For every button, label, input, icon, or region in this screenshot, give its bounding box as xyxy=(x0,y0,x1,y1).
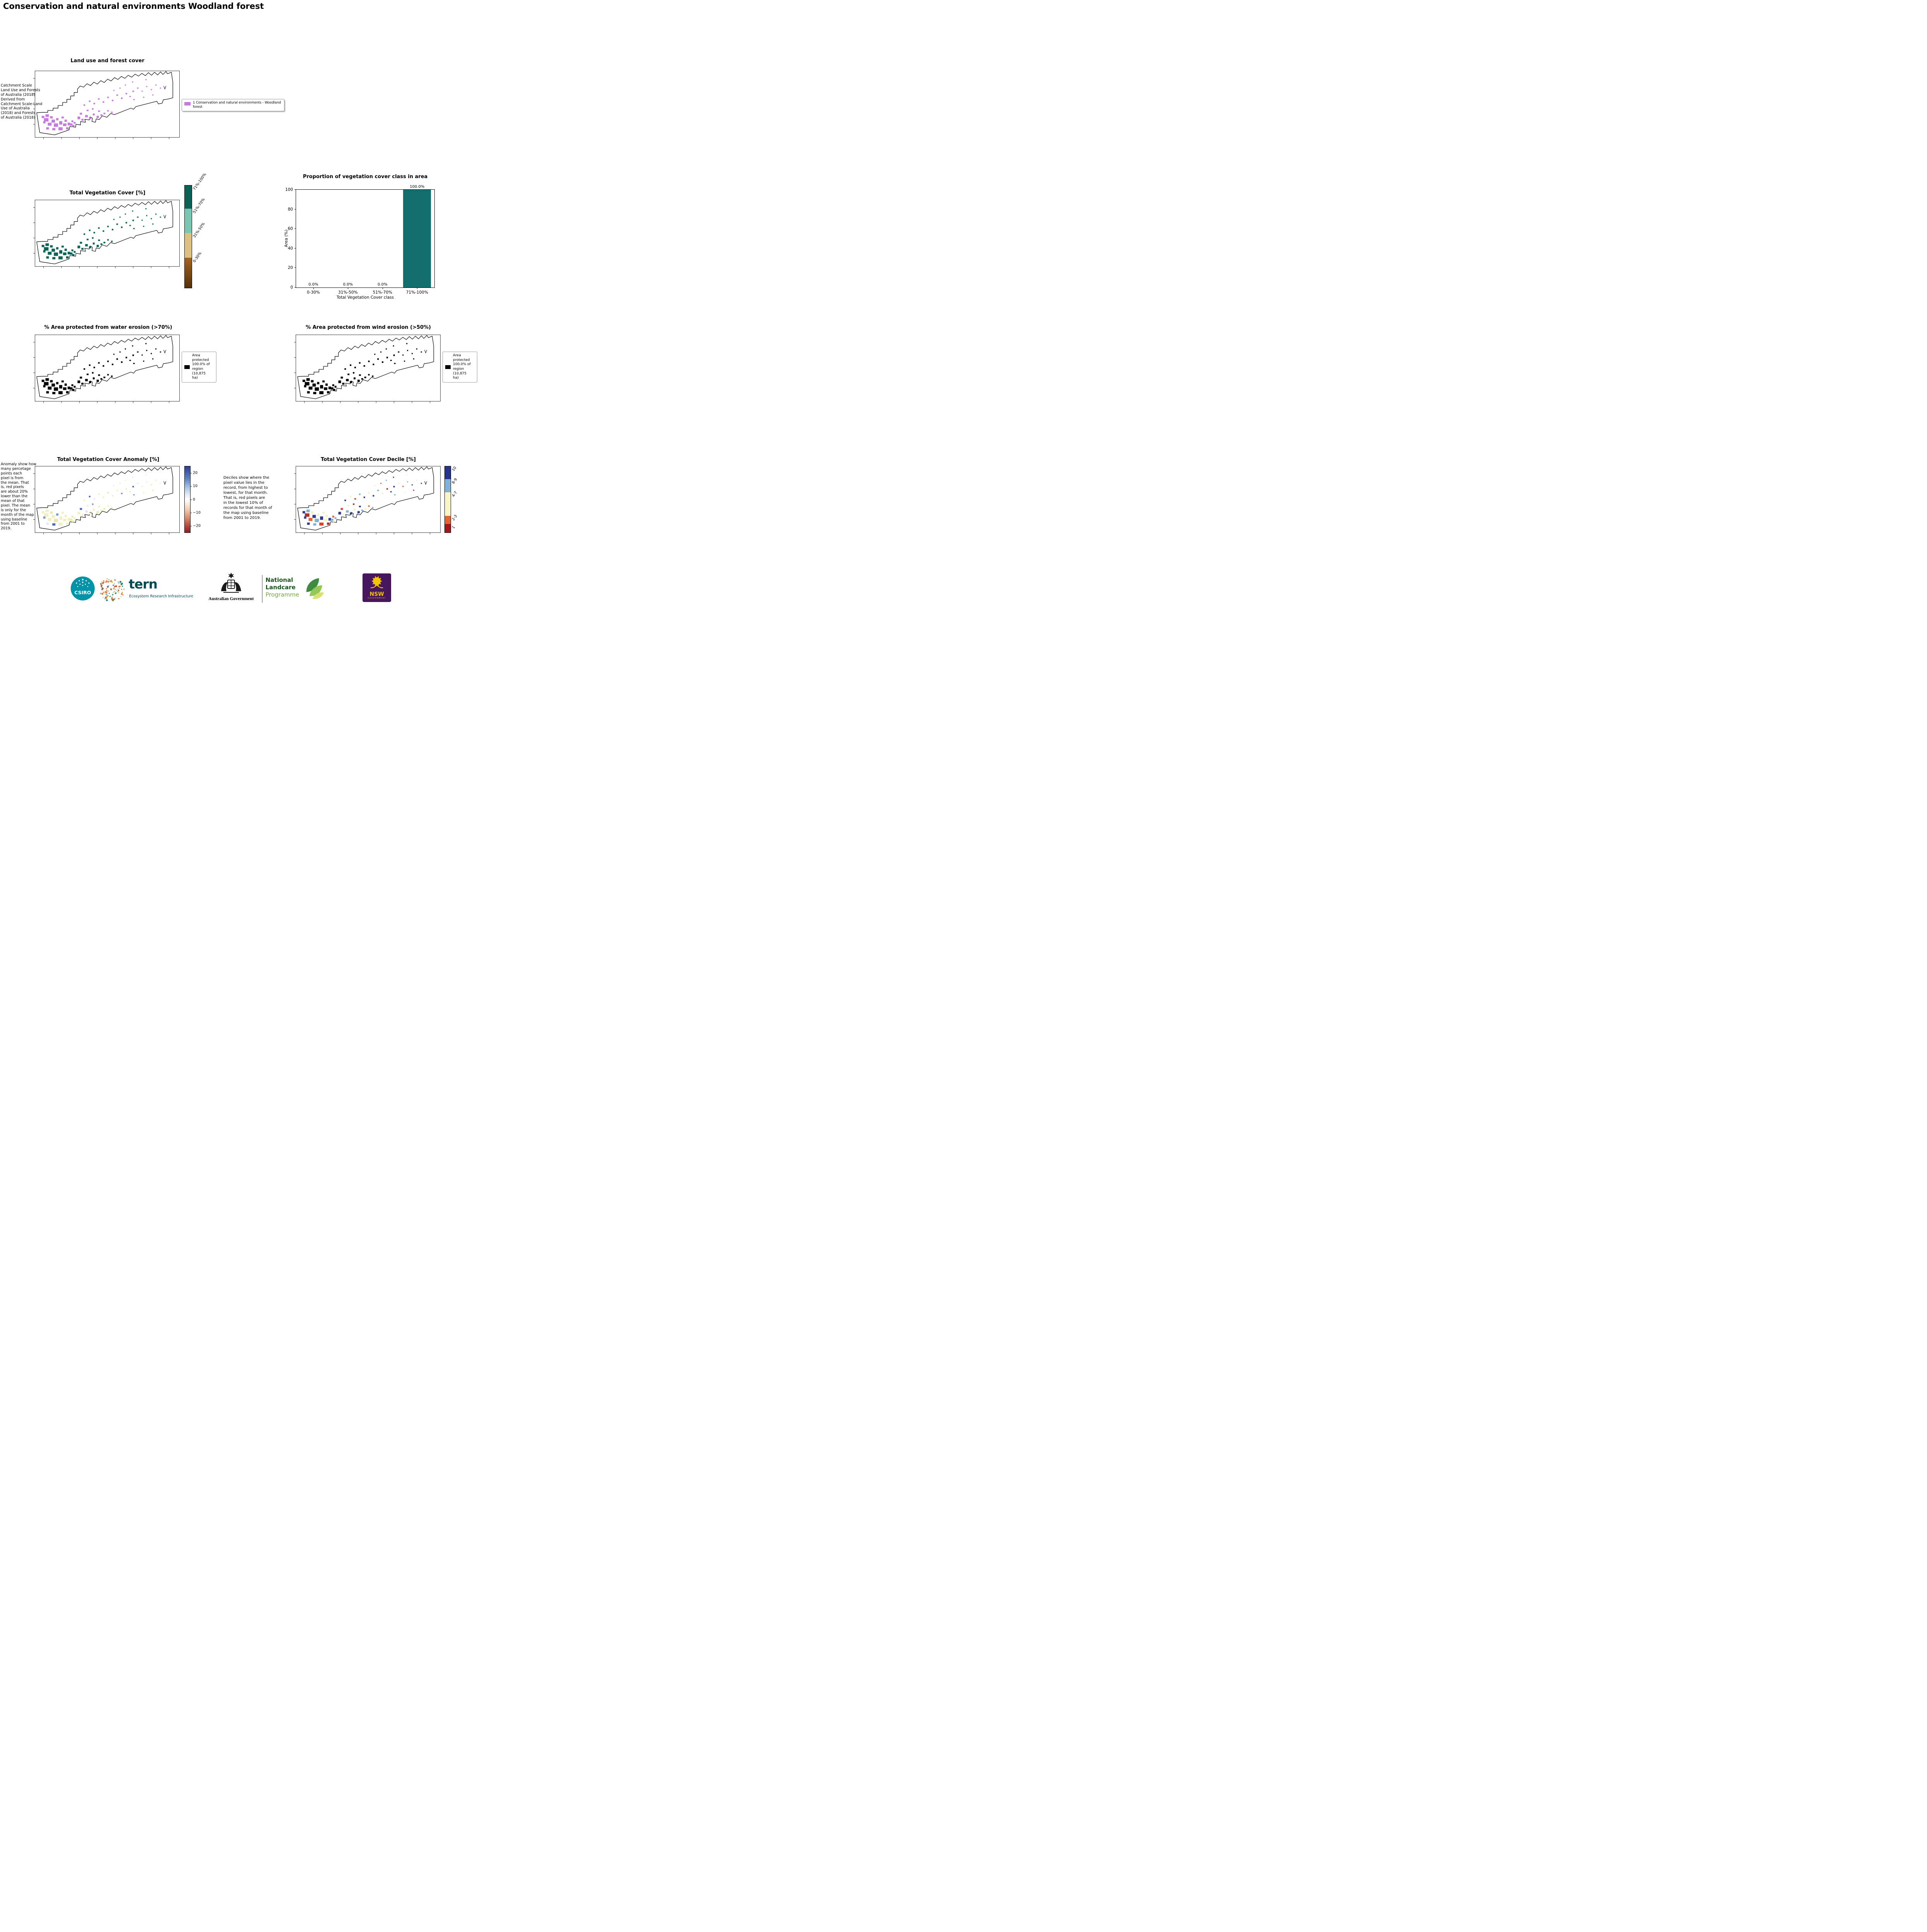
bar-value-label: 100.0% xyxy=(410,185,425,189)
anomaly-note: Anomaly show how many percetage points e… xyxy=(1,462,36,531)
bar-71%-100% xyxy=(403,190,431,287)
nlp-landcare: Landcare xyxy=(266,583,296,591)
colorbar-segment-label: 51%-70% xyxy=(192,197,206,214)
nlp-national: National xyxy=(266,577,293,583)
y-tick-label: 60 xyxy=(288,226,293,231)
colorbar-segment: 10 xyxy=(445,466,457,480)
nsw-wordmark: NSW xyxy=(369,591,384,597)
colorbar-segment-label: 71%-100% xyxy=(192,172,208,191)
y-tick-label: 20 xyxy=(288,265,293,270)
nsw-government-text: GOVERNMENT xyxy=(368,597,386,599)
csiro-wordmark: CSIRO xyxy=(74,590,91,595)
national-landcare-wordmark: National Landcare Programme xyxy=(266,577,299,598)
colorbar-segment-label: 8-9 xyxy=(451,477,458,485)
land-use-legend: 1 Conservation and natural environments … xyxy=(182,99,284,112)
land-use-title: Land use and forest cover xyxy=(70,58,145,64)
y-tickmark xyxy=(294,189,296,190)
water-erosion-legend-swatch xyxy=(184,365,190,369)
report-page: Conservation and natural environments Wo… xyxy=(0,0,482,611)
anomaly-map xyxy=(33,466,180,534)
land-use-source-note: Catchment Scale Land Use and Forests of … xyxy=(1,83,43,120)
colorbar-segment-label: 2-3 xyxy=(451,514,458,522)
csiro-logo: CSIRO xyxy=(71,577,95,602)
tvc-colorbar: 71%-100% 51%-70% 31%-50% 0-30% xyxy=(184,172,207,288)
colorbar-segment-label: 1 xyxy=(451,525,456,530)
proportion-title: Proportion of vegetation cover class in … xyxy=(303,174,428,180)
decile-map xyxy=(294,466,441,534)
y-tickmark xyxy=(294,267,296,268)
colorbar-segment-label: 31%-50% xyxy=(192,221,206,239)
tvc-title: Total Vegetation Cover [%] xyxy=(69,190,146,196)
wind-erosion-legend: Area protected 100.0% of region (10,875 … xyxy=(443,352,477,383)
bar-value-label: 0.0% xyxy=(378,282,388,287)
nsw-government-logo: NSW GOVERNMENT xyxy=(363,573,391,602)
colorbar-segment: 0-30% xyxy=(185,251,203,288)
land-use-legend-label: 1 Conservation and natural environments … xyxy=(193,101,281,109)
page-title: Conservation and natural environments Wo… xyxy=(3,2,264,11)
y-tick-label: 40 xyxy=(288,246,293,251)
australian-government-text: Australian Government xyxy=(208,597,254,601)
colorbar-segment: 8-9 xyxy=(445,478,458,493)
colorbar-segment: 4-7 xyxy=(445,491,458,516)
water-erosion-legend-label: Area protected 100.0% of region (10,875 … xyxy=(192,354,210,380)
bar-value-label: 0.0% xyxy=(308,282,318,287)
x-tick-label: 51%-70% xyxy=(373,290,392,295)
anomaly-title: Total Vegetation Cover Anomaly [%] xyxy=(57,457,160,463)
colorbar-tick-label: 20 xyxy=(193,471,198,475)
colorbar-segment-label: 4-7 xyxy=(451,490,458,498)
water-erosion-map xyxy=(33,335,180,403)
x-tick-label: 31%-50% xyxy=(338,290,358,295)
decile-colorbar: 10 8-9 4-7 2-3 1 xyxy=(444,466,458,533)
colorbar-tick-label: 10 xyxy=(193,484,198,488)
anomaly-colorbar-ticks: 20 10 0 −10 −20 xyxy=(190,466,207,532)
colorbar-tick-label: −10 xyxy=(193,510,201,515)
water-erosion-legend: Area protected 100.0% of region (10,875 … xyxy=(182,352,216,383)
tern-wordmark: tern xyxy=(129,577,158,592)
y-tick-label: 80 xyxy=(288,207,293,212)
anomaly-colorbar: 20 10 0 −10 −20 xyxy=(184,466,201,533)
colorbar-segment: 1 xyxy=(445,524,456,532)
tern-subtitle: Ecosystem Research Infrastructure xyxy=(129,594,194,599)
australian-government-crest xyxy=(221,573,241,593)
x-tickmark xyxy=(313,287,314,289)
decile-note: Deciles show where the pixel value lies … xyxy=(223,476,272,520)
csiro-emblem: CSIRO xyxy=(71,577,95,600)
colorbar-tick-label: 0 xyxy=(193,497,196,502)
land-use-map xyxy=(33,71,180,139)
waratah-icon xyxy=(370,576,383,588)
wind-erosion-legend-swatch xyxy=(445,365,451,369)
colorbar-segment: 31%-50% xyxy=(185,222,206,258)
land-use-legend-swatch xyxy=(184,102,191,105)
proportion-ylabel: Area (%) xyxy=(284,230,289,247)
decile-title: Total Vegetation Cover Decile [%] xyxy=(321,457,416,463)
x-tick-label: 0-30% xyxy=(306,290,320,295)
proportion-plot: 0.0% 0-30% 0.0% 31%-50% 0.0% 51%-70% 100.0% 71%… xyxy=(285,185,435,295)
water-erosion-title: % Area protected from water erosion (>70… xyxy=(44,325,172,330)
colorbar-segment-label: 0-30% xyxy=(192,251,203,264)
y-tickmark xyxy=(294,228,296,229)
y-tick-label: 0 xyxy=(290,285,293,290)
x-tick-label: 71%-100% xyxy=(406,290,428,295)
colorbar-segment: 71%-100% xyxy=(185,172,207,209)
y-tick-label: 100 xyxy=(285,187,293,192)
bar-value-label: 0.0% xyxy=(343,282,353,287)
proportion-xlabel: Total Vegetation Cover class xyxy=(337,295,394,300)
landcare-leaves-icon xyxy=(306,578,324,599)
aboriginal-dot-art xyxy=(100,578,125,601)
colorbar-segment: 51%-70% xyxy=(185,197,206,233)
colorbar-segment-label: 10 xyxy=(451,466,458,472)
wind-erosion-map xyxy=(294,335,441,403)
colorbar-segment: 2-3 xyxy=(445,514,458,524)
colorbar-tick-label: −20 xyxy=(193,524,201,528)
nlp-programme: Programme xyxy=(266,591,300,598)
wind-erosion-legend-label: Area protected 100.0% of region (10,875 … xyxy=(453,354,471,380)
wind-erosion-title: % Area protected from wind erosion (>50%… xyxy=(306,325,431,330)
tvc-map xyxy=(33,200,180,268)
